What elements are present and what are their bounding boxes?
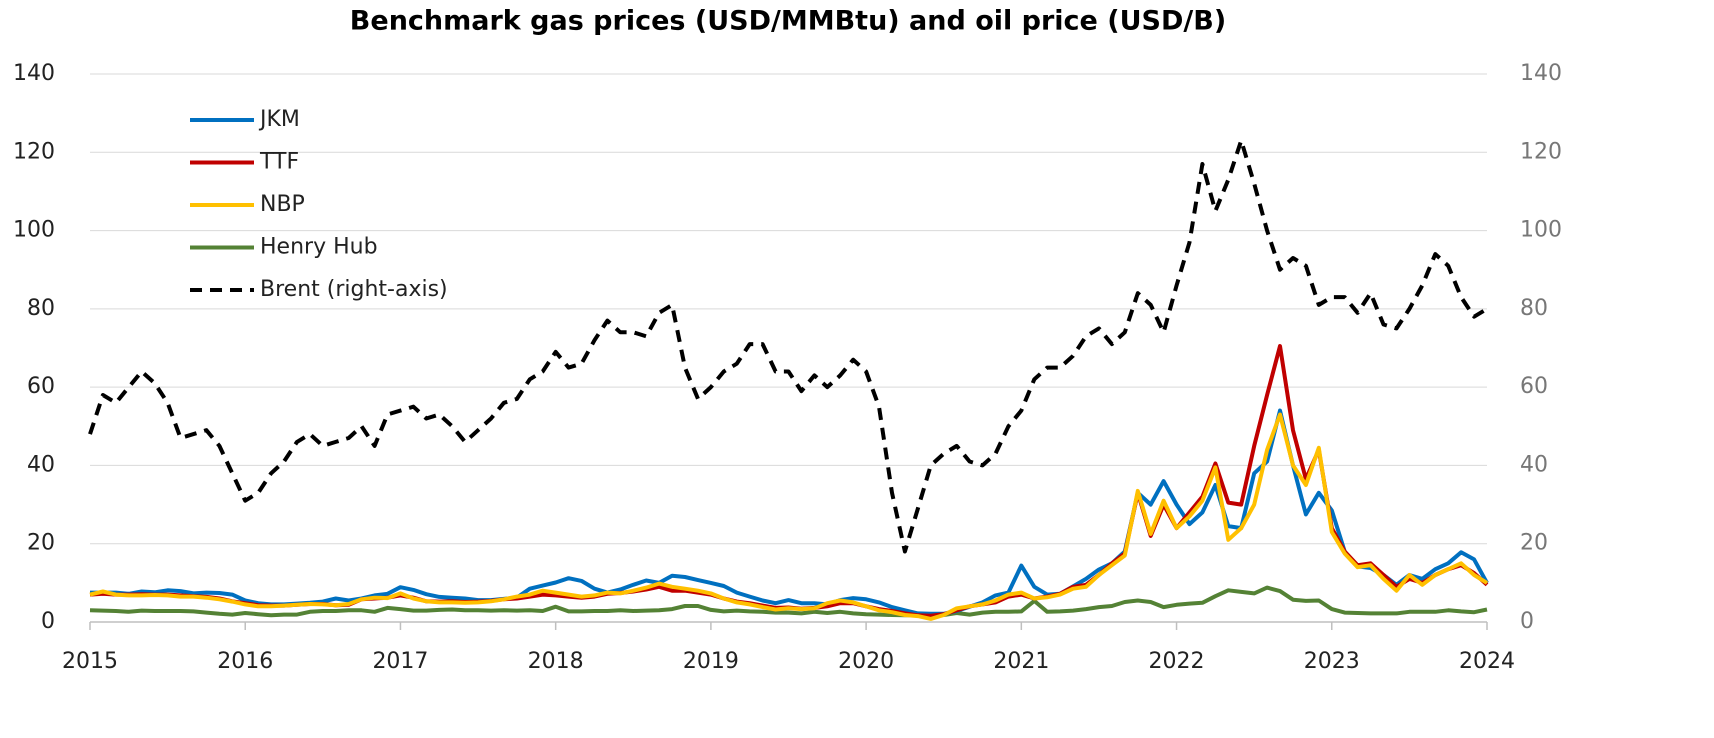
x-tick-label: 2019 [683,649,739,674]
y2-tick-label: 80 [1520,296,1548,321]
y-tick-label: 140 [13,61,55,86]
series-line [89,412,1489,621]
x-tick-label: 2024 [1459,649,1515,674]
x-tick-label: 2015 [62,649,118,674]
y-tick-label: 100 [13,218,55,243]
y-tick-label: 40 [27,452,55,477]
y2-tick-label: 140 [1520,61,1562,86]
y-tick-label: 60 [27,374,55,399]
x-tick-label: 2020 [838,649,894,674]
x-tick-label: 2018 [528,649,584,674]
y2-tick-label: 20 [1520,531,1548,556]
legend-label: Brent (right-axis) [260,277,448,302]
y-tick-label: 80 [27,296,55,321]
y-tick-label: 120 [13,139,55,164]
y2-tick-label: 120 [1520,139,1562,164]
series-line [89,344,1489,618]
legend-label: TTF [259,150,299,175]
x-tick-label: 2021 [993,649,1049,674]
legend-label: Henry Hub [260,235,378,260]
x-tick-label: 2017 [372,649,428,674]
series-line [89,585,1488,618]
y2-tick-label: 100 [1520,218,1562,243]
series-line [88,138,1489,554]
y-tick-label: 0 [41,609,55,634]
y2-tick-label: 40 [1520,452,1548,477]
chart-title: Benchmark gas prices (USD/MMBtu) and oil… [350,6,1226,37]
y2-tick-label: 0 [1520,609,1534,634]
series-line [90,408,1489,616]
legend-label: NBP [260,192,305,217]
y-tick-label: 20 [27,531,55,556]
x-tick-label: 2023 [1304,649,1360,674]
x-tick-label: 2022 [1149,649,1205,674]
x-tick-label: 2016 [217,649,273,674]
y2-tick-label: 60 [1520,374,1548,399]
legend-label: JKM [258,107,300,132]
